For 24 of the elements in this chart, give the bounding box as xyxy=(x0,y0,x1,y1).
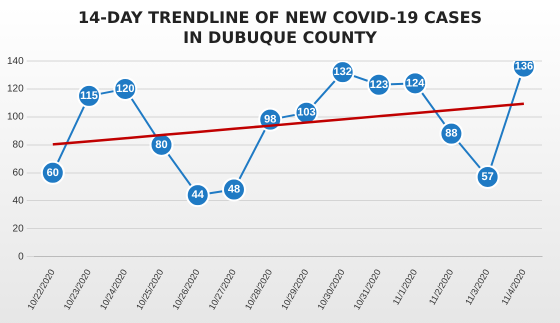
chart-subtitle: IN DUBUQUE COUNTY xyxy=(182,28,378,48)
chart-title: 14-DAY TRENDLINE OF NEW COVID-19 CASES xyxy=(76,8,484,28)
data-label: 124 xyxy=(406,77,426,90)
y-tick-label: 20 xyxy=(12,223,24,234)
y-tick-label: 40 xyxy=(12,195,24,206)
data-label: 123 xyxy=(370,78,388,91)
data-label: 132 xyxy=(334,66,352,78)
data-label: 98 xyxy=(264,114,276,126)
y-tick-label: 0 xyxy=(18,251,24,262)
data-label: 103 xyxy=(297,106,316,119)
y-tick-label: 60 xyxy=(12,168,24,179)
data-label: 60 xyxy=(46,166,59,179)
y-tick-label: 80 xyxy=(12,140,24,151)
data-label: 88 xyxy=(445,128,458,140)
y-tick-label: 100 xyxy=(6,112,24,123)
data-label: 120 xyxy=(116,82,134,95)
data-label: 44 xyxy=(192,189,205,202)
data-label: 57 xyxy=(482,170,494,183)
data-label: 115 xyxy=(80,90,98,102)
data-label: 136 xyxy=(514,60,534,73)
data-label: 48 xyxy=(228,184,240,196)
data-label: 80 xyxy=(155,138,168,151)
y-tick-label: 140 xyxy=(6,56,24,67)
y-tick-label: 120 xyxy=(6,84,24,95)
